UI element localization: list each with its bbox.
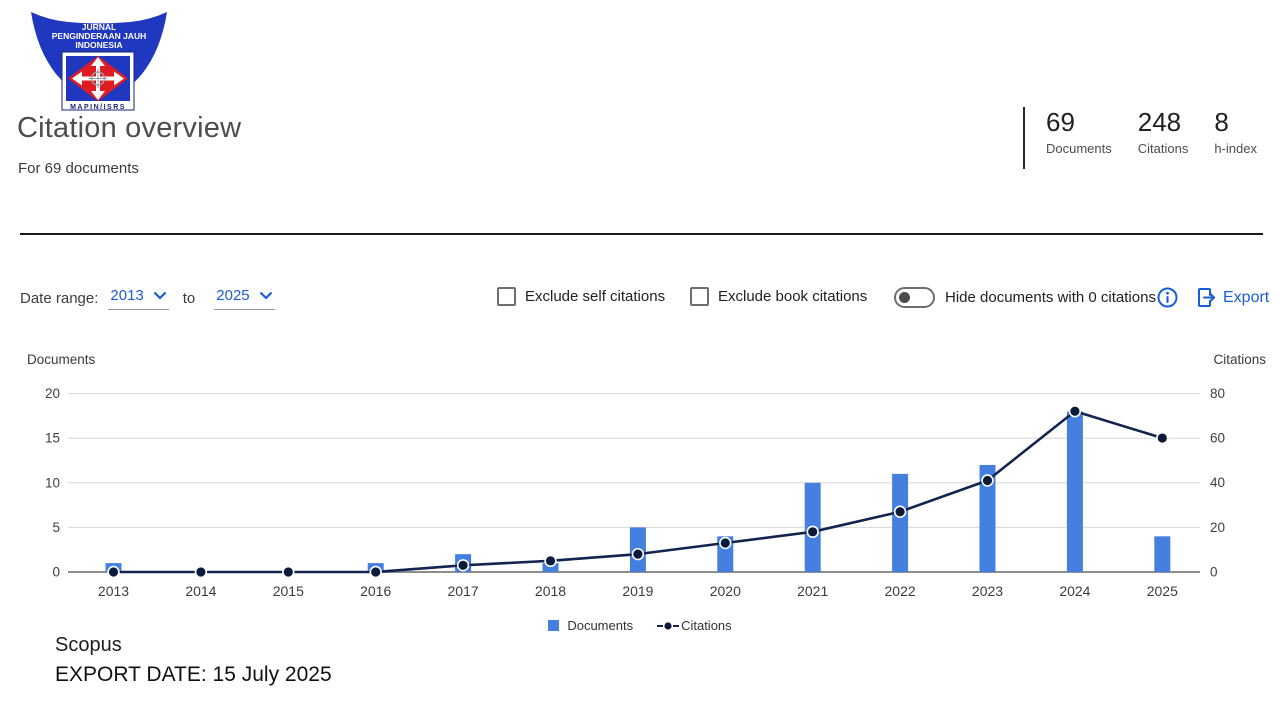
citation-chart: Documents Citations 0 5 10 15 20 0 20 40 60 80 2013 2… (0, 340, 1280, 620)
toggle-knob (899, 292, 910, 303)
citations-point-2022[interactable] (893, 505, 907, 518)
from-year-value: 2013 (110, 287, 144, 304)
logo-text-line2: PENGINDERAAN JAUH (52, 31, 146, 41)
citations-point-2024[interactable] (1068, 405, 1082, 418)
chevron-down-icon (259, 291, 272, 300)
right-axis-tick: 40 (1210, 475, 1225, 490)
citations-legend-swatch (657, 621, 680, 630)
date-range-to-label: to (182, 290, 196, 307)
page-title: Citation overview (17, 112, 242, 144)
h-index-count-label: h-index (1214, 141, 1257, 156)
export-icon (1198, 288, 1215, 307)
citations-point-2025[interactable] (1156, 431, 1169, 445)
logo-emblem (61, 51, 135, 111)
footer: Scopus EXPORT DATE: 15 July 2025 (55, 634, 332, 687)
right-axis-tick: 60 (1210, 431, 1225, 446)
legend-item-citations[interactable]: Citations (657, 618, 732, 633)
stat-h-index: 8 h-index (1214, 107, 1257, 169)
citations-legend-label: Citations (681, 618, 732, 633)
exclude-book-citations-checkbox[interactable] (690, 287, 709, 306)
left-axis-tick: 15 (45, 431, 60, 446)
date-range-label: Date range: (20, 290, 99, 307)
stat-citations: 248 Citations (1138, 107, 1189, 169)
right-axis-tick: 20 (1210, 520, 1225, 535)
documents-legend-label: Documents (567, 618, 634, 633)
x-axis-label: 2023 (972, 583, 1003, 599)
documents-bar-2025[interactable] (1154, 536, 1171, 572)
documents-bar-2018[interactable] (542, 563, 559, 572)
documents-bar-2022[interactable] (892, 473, 909, 572)
to-year-value: 2025 (216, 287, 250, 304)
x-axis-label: 2017 (448, 583, 479, 599)
left-axis-tick: 10 (45, 475, 60, 490)
footer-source: Scopus (55, 634, 122, 656)
x-axis-label: 2016 (360, 583, 391, 599)
hide-zero-citations-label: Hide documents with 0 citations (945, 289, 1156, 306)
h-index-count: 8 (1214, 107, 1229, 137)
exclude-self-citations-checkbox[interactable] (497, 287, 516, 306)
citations-point-2015[interactable] (282, 565, 295, 579)
exclude-self-citations-label: Exclude self citations (525, 288, 666, 305)
right-axis-tick: 80 (1210, 386, 1225, 401)
logo-text-line1: JURNAL (82, 22, 116, 32)
export-label: Export (1223, 288, 1270, 306)
left-axis-title: Documents (27, 352, 96, 367)
hide-zero-citations-toggle[interactable] (894, 287, 935, 308)
x-axis-label: 2018 (535, 583, 566, 599)
to-year-select[interactable]: 2025 (214, 287, 275, 310)
x-axis-label: 2015 (273, 583, 304, 599)
x-axis-label: 2020 (710, 583, 741, 599)
info-icon (1157, 287, 1178, 308)
x-axis-label: 2024 (1059, 583, 1090, 599)
citations-point-2023[interactable] (981, 474, 994, 487)
header-divider (20, 233, 1263, 235)
journal-logo: JURNAL PENGINDERAAN JAUH INDONESIA MAPIN… (31, 12, 167, 111)
left-axis-tick: 5 (52, 520, 60, 535)
chevron-down-icon (153, 291, 167, 300)
x-axis-label: 2022 (885, 583, 916, 599)
exclude-book-citations-control[interactable]: Exclude book citations (690, 287, 867, 306)
hide-zero-citations-control: Hide documents with 0 citations (894, 287, 1156, 308)
x-axis-label: 2019 (622, 583, 653, 599)
citations-count-label: Citations (1137, 141, 1189, 156)
x-axis-label: 2013 (98, 583, 129, 599)
documents-bar-2024[interactable] (1066, 411, 1083, 572)
citations-point-2021[interactable] (806, 525, 819, 539)
x-axis-label: 2021 (797, 583, 828, 599)
exclude-self-citations-control[interactable]: Exclude self citations (497, 287, 665, 306)
left-axis-tick: 20 (45, 386, 60, 401)
documents-legend-swatch (548, 620, 560, 631)
x-axis-label: 2025 (1147, 583, 1178, 599)
documents-count-label: Documents (1046, 141, 1112, 156)
left-axis-tick: 0 (52, 565, 60, 580)
legend-item-documents[interactable]: Documents (548, 618, 633, 633)
logo-subtitle: MAPIN/ISRS (70, 104, 126, 111)
logo-text-line3: INDONESIA (75, 40, 122, 50)
citations-point-2017[interactable] (456, 559, 470, 572)
date-range-control: Date range: 2013 to 2025 (20, 287, 275, 310)
citations-point-2014[interactable] (194, 565, 208, 579)
citations-point-2018[interactable] (544, 554, 557, 568)
page-subtitle: For 69 documents (18, 160, 139, 177)
citations-point-2016[interactable] (369, 565, 382, 579)
citations-point-2013[interactable] (107, 565, 120, 579)
documents-count: 69 (1046, 107, 1075, 137)
footer-export-date: EXPORT DATE: 15 July 2025 (55, 663, 332, 686)
export-button[interactable]: Export (1196, 287, 1269, 308)
documents-bar-2023[interactable] (979, 464, 996, 572)
citations-point-2019[interactable] (631, 547, 645, 561)
citations-count: 248 (1137, 107, 1182, 137)
x-axis-label: 2014 (185, 583, 216, 599)
chart-legend: Documents Citations (0, 618, 1280, 633)
citations-point-2020[interactable] (719, 536, 732, 550)
stat-documents: 69 Documents (1046, 107, 1112, 169)
exclude-book-citations-label: Exclude book citations (718, 288, 868, 305)
right-axis-title: Citations (1213, 352, 1266, 367)
right-axis-tick: 0 (1210, 565, 1218, 580)
stats-summary: 69 Documents 248 Citations 8 h-index (1023, 107, 1257, 169)
from-year-select[interactable]: 2013 (108, 287, 169, 310)
info-button[interactable] (1157, 287, 1178, 308)
